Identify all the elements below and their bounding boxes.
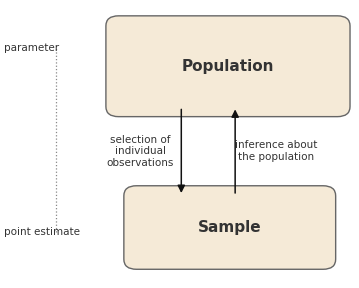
Text: point estimate: point estimate [4, 227, 80, 237]
Text: inference about
the population: inference about the population [235, 141, 318, 162]
Text: Sample: Sample [198, 220, 262, 235]
FancyBboxPatch shape [124, 186, 336, 269]
Text: Population: Population [182, 59, 274, 74]
Text: parameter: parameter [4, 43, 59, 52]
Text: selection of
individual
observations: selection of individual observations [106, 134, 174, 168]
FancyBboxPatch shape [106, 16, 350, 117]
